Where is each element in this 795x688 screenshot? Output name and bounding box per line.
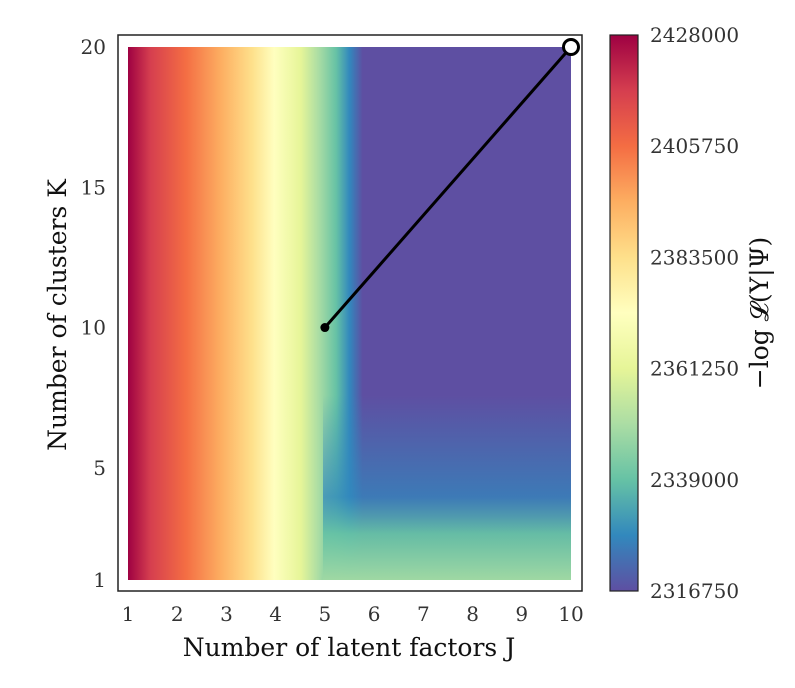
- colorbar-tick-label: 2428000: [650, 23, 739, 47]
- x-tick-label: 9: [515, 602, 528, 626]
- y-tick-label: 5: [93, 456, 106, 480]
- y-tick-label: 20: [81, 35, 106, 59]
- x-tick-label: 4: [269, 602, 282, 626]
- x-tick-labels: 1 2 3 4 5 6 7 8 9 10: [122, 602, 584, 626]
- heatmap-low-k-band: [323, 395, 571, 580]
- path-start-point: [320, 323, 330, 333]
- y-axis-label: Number of clusters K: [43, 178, 72, 451]
- plot-frame: [117, 34, 583, 592]
- optimal-path-line: [323, 46, 573, 329]
- x-tick-label: 5: [319, 602, 332, 626]
- colorbar-tick-label: 2361250: [650, 357, 739, 381]
- x-tick-label: 10: [558, 602, 583, 626]
- x-tick-label: 6: [368, 602, 381, 626]
- x-axis-label: Number of latent factors J: [183, 633, 515, 662]
- colorbar-tick-label: 2339000: [650, 468, 739, 492]
- x-tick-label: 1: [122, 602, 135, 626]
- colorbar-tick-label: 2316750: [650, 579, 739, 603]
- x-tick-label: 2: [171, 602, 184, 626]
- x-tick-label: 8: [466, 602, 479, 626]
- colorbar-tick-label: 2383500: [650, 245, 739, 269]
- y-tick-label: 1: [93, 568, 106, 592]
- y-tick-label: 15: [81, 175, 106, 199]
- x-tick-label: 3: [220, 602, 233, 626]
- colorbar-tick-labels: 2428000 2405750 2383500 2361250 2339000 23167…: [650, 23, 739, 603]
- path-end-point: [562, 38, 580, 56]
- colorbar: [609, 34, 639, 592]
- y-tick-label: 10: [81, 316, 106, 340]
- x-tick-label: 7: [417, 602, 430, 626]
- colorbar-tick-label: 2405750: [650, 134, 739, 158]
- colorbar-label: −log 𝓛(Y|Ψ): [745, 237, 775, 389]
